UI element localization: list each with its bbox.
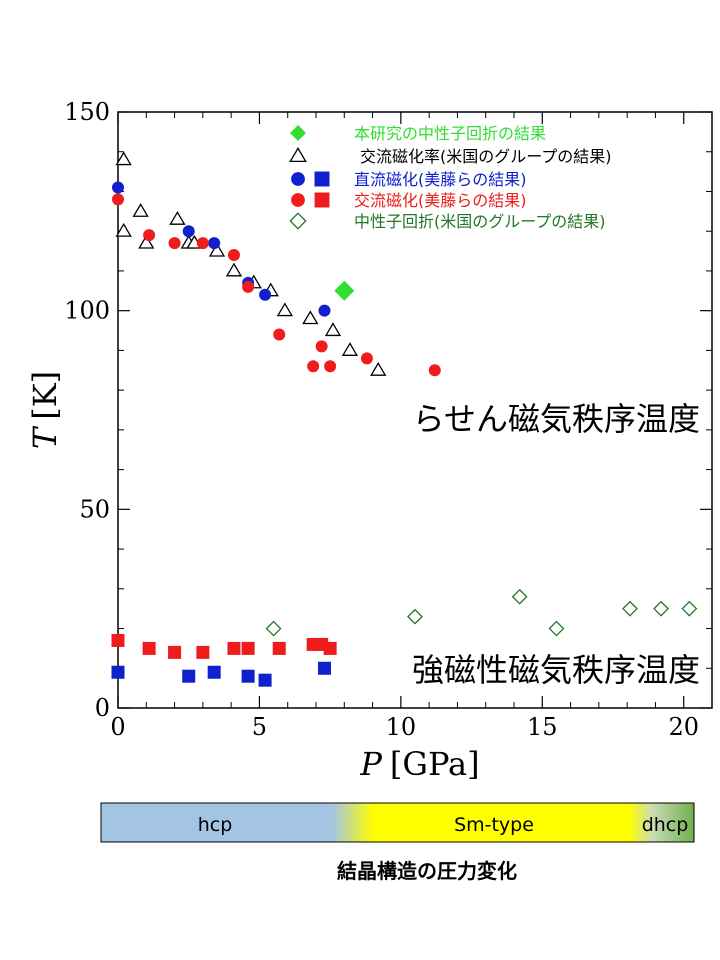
data-point-circle-filled xyxy=(227,249,240,262)
data-markers xyxy=(111,151,698,687)
data-point-triangle-open xyxy=(208,242,226,257)
x-tick-label: 20 xyxy=(668,713,699,741)
plot-frame xyxy=(117,111,713,709)
legend-label: 交流磁化(美藤らの結果) xyxy=(354,191,527,210)
y-tick-label: 0 xyxy=(95,694,110,722)
data-point-square-filled xyxy=(258,673,272,687)
data-point-triangle-open xyxy=(302,310,319,325)
legend-label: 直流磁化(美藤らの結果) xyxy=(354,170,527,189)
data-point-circle-filled xyxy=(112,181,124,194)
data-point-triangle-open xyxy=(138,234,155,249)
data-point-triangle-open xyxy=(115,151,132,166)
x-tick-label: 15 xyxy=(527,713,558,741)
y-tick-label: 100 xyxy=(64,297,110,325)
data-point-circle-filled xyxy=(168,237,181,250)
crystal-structure-bar xyxy=(100,802,695,843)
structure-label-hcp: hcp xyxy=(198,814,233,836)
data-point-triangle-open xyxy=(341,342,359,356)
data-point-diamond-open xyxy=(622,600,638,617)
data-point-triangle-open xyxy=(370,361,387,376)
legend-marker-diamond-filled xyxy=(290,125,306,141)
data-point-circle-filled xyxy=(208,237,221,250)
data-point-circle-filled xyxy=(360,352,373,365)
data-point-square-filled xyxy=(241,669,255,683)
data-point-circle-filled xyxy=(428,364,441,377)
structure-caption: 結晶構造の圧力変化 xyxy=(337,859,517,883)
legend-label: 本研究の中性子回折の結果 xyxy=(354,124,546,143)
data-point-square-filled xyxy=(272,641,286,655)
data-point-diamond-open xyxy=(548,620,565,637)
helical-order-annotation: らせん磁気秩序温度 xyxy=(413,400,700,438)
ferro-order-annotation: 強磁性磁気秩序温度 xyxy=(412,651,700,689)
y-tick-label: 50 xyxy=(79,495,110,523)
data-point-triangle-open xyxy=(324,322,342,337)
data-point-square-filled xyxy=(207,665,221,679)
data-point-diamond-open xyxy=(653,600,670,617)
data-point-square-filled xyxy=(227,641,241,655)
y-tick-label: 150 xyxy=(64,98,110,126)
data-point-square-filled xyxy=(196,645,210,659)
data-point-diamond-open xyxy=(407,608,423,625)
data-point-circle-filled xyxy=(318,304,331,317)
legend-label: 中性子回折(米国のグループの結果) xyxy=(354,212,606,231)
data-point-square-filled xyxy=(111,665,125,679)
legend-marker-circle-filled xyxy=(291,193,305,207)
legend-marker-circle-filled xyxy=(291,172,305,186)
data-point-triangle-open xyxy=(132,203,149,217)
data-point-circle-filled xyxy=(259,288,272,301)
x-axis-variable: P xyxy=(359,745,382,783)
structure-label-dhcp: dhcp xyxy=(642,814,689,836)
data-point-diamond-open xyxy=(265,620,282,637)
data-point-triangle-open xyxy=(169,210,186,225)
legend-label: 交流磁化率(米国のグループの結果) xyxy=(360,147,612,166)
data-point-circle-filled xyxy=(242,280,255,293)
legend-marker-square-filled xyxy=(314,171,330,187)
data-point-triangle-open xyxy=(225,262,243,277)
data-point-circle-filled xyxy=(196,237,209,250)
x-tick-label: 0 xyxy=(110,713,125,741)
x-tick-label: 5 xyxy=(252,713,267,741)
data-point-circle-filled xyxy=(112,193,124,206)
y-axis-unit: [K] xyxy=(26,371,64,420)
data-point-circle-filled xyxy=(324,360,337,373)
y-axis-label: T [K] xyxy=(26,371,64,449)
tick-labels: 0 5 10 15 20 0 50 100 150 xyxy=(64,98,699,741)
y-axis-variable: T xyxy=(26,425,64,449)
data-point-diamond-filled xyxy=(334,280,355,301)
data-point-square-filled xyxy=(142,641,156,655)
data-point-circle-filled xyxy=(273,328,286,341)
legend-marker-diamond-open xyxy=(289,212,307,230)
data-point-circle-filled xyxy=(143,229,156,242)
data-point-diamond-open xyxy=(511,588,528,605)
structure-label-sm-type: Sm-type xyxy=(454,814,534,836)
data-point-square-filled xyxy=(241,641,255,655)
data-point-circle-filled xyxy=(307,360,320,373)
x-tick-label: 10 xyxy=(386,713,417,741)
data-point-triangle-open xyxy=(115,222,132,237)
data-point-square-filled xyxy=(323,641,337,655)
x-axis-unit: [GPa] xyxy=(390,745,480,783)
data-point-square-filled xyxy=(317,661,331,675)
legend-marker-square-filled xyxy=(314,192,330,208)
data-point-triangle-open xyxy=(276,302,294,317)
axis-ticks xyxy=(117,111,713,709)
data-point-square-filled xyxy=(111,633,125,647)
data-point-diamond-open xyxy=(681,600,698,617)
data-point-circle-filled xyxy=(315,340,328,353)
legend-marker-triangle-open xyxy=(289,147,307,163)
data-point-circle-filled xyxy=(182,225,195,238)
data-point-square-filled xyxy=(182,669,196,683)
x-axis-label: P [GPa] xyxy=(359,745,479,783)
data-point-square-filled xyxy=(168,645,182,659)
